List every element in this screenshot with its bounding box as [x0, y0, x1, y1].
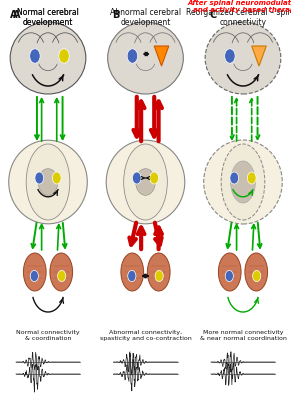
Text: More normal connectivity
& near normal coordination: More normal connectivity & near normal c…: [200, 330, 286, 341]
Text: Normal cerebral
development: Normal cerebral development: [17, 8, 79, 27]
Ellipse shape: [38, 169, 58, 195]
Ellipse shape: [24, 253, 46, 291]
Ellipse shape: [205, 22, 281, 94]
Circle shape: [30, 49, 40, 63]
Circle shape: [128, 270, 136, 282]
Ellipse shape: [204, 140, 282, 224]
Text: After spinal neuromodulation
and activity based therapy: After spinal neuromodulation and activit…: [188, 0, 291, 13]
Ellipse shape: [9, 140, 87, 224]
Text: A: A: [10, 10, 18, 20]
Ellipse shape: [10, 22, 86, 94]
Ellipse shape: [148, 253, 170, 291]
Ellipse shape: [245, 253, 268, 291]
Circle shape: [225, 49, 235, 63]
Circle shape: [247, 172, 256, 184]
Text: C: C: [210, 10, 217, 20]
Text: Normal cerebral
development: Normal cerebral development: [17, 8, 79, 27]
Circle shape: [132, 172, 141, 184]
Circle shape: [30, 270, 38, 282]
Ellipse shape: [106, 140, 185, 224]
Text: Abnormal connectivity,
spasticity and co-contraction: Abnormal connectivity, spasticity and co…: [100, 330, 191, 341]
Ellipse shape: [230, 161, 255, 203]
Text: Normal connectivity
& coordination: Normal connectivity & coordination: [16, 330, 80, 341]
Ellipse shape: [218, 253, 241, 291]
Circle shape: [127, 49, 138, 63]
Ellipse shape: [124, 144, 167, 220]
Circle shape: [58, 270, 66, 282]
Text: Reorganized cerebral – spinal
connectivity: Reorganized cerebral – spinal connectivi…: [186, 8, 291, 27]
Ellipse shape: [108, 22, 183, 94]
Ellipse shape: [50, 253, 73, 291]
Ellipse shape: [26, 144, 70, 220]
Circle shape: [59, 49, 69, 63]
Circle shape: [230, 172, 239, 184]
Ellipse shape: [136, 169, 155, 195]
Polygon shape: [154, 46, 169, 66]
Polygon shape: [252, 46, 266, 66]
Circle shape: [253, 270, 261, 282]
Text: A: A: [13, 10, 21, 20]
Circle shape: [155, 270, 163, 282]
Ellipse shape: [221, 144, 265, 220]
Text: Abnormal cerebral
development: Abnormal cerebral development: [110, 8, 181, 27]
Text: B: B: [112, 10, 119, 20]
Circle shape: [150, 172, 159, 184]
Ellipse shape: [121, 253, 143, 291]
Circle shape: [52, 172, 61, 184]
Circle shape: [35, 172, 44, 184]
Circle shape: [225, 270, 233, 282]
